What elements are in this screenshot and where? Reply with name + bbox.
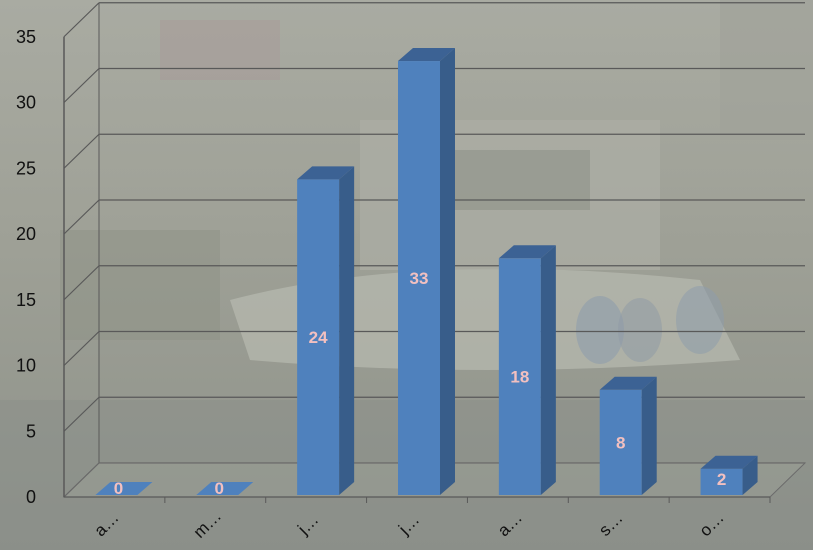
bar xyxy=(700,455,758,495)
data-label: 24 xyxy=(309,328,328,347)
bar xyxy=(95,482,153,495)
x-tick-label: a… xyxy=(494,508,526,540)
bar xyxy=(398,48,455,496)
bar xyxy=(297,166,355,495)
y-tick-label: 20 xyxy=(16,224,36,244)
gridline xyxy=(63,2,805,38)
y-tick-label: 0 xyxy=(26,487,36,507)
x-tick-label: j… xyxy=(394,510,423,539)
x-tick-label: m… xyxy=(190,506,225,541)
y-tick-label: 30 xyxy=(16,93,36,113)
data-label: 18 xyxy=(510,368,529,387)
x-tick-label: o… xyxy=(696,508,728,540)
y-tick-label: 25 xyxy=(16,158,36,178)
x-tick-label: j… xyxy=(293,510,322,539)
y-tick-label: 15 xyxy=(16,290,36,310)
bar xyxy=(599,376,657,495)
x-tick-label: s… xyxy=(595,508,626,539)
x-tick-label: a… xyxy=(90,508,122,540)
y-tick-label: 35 xyxy=(16,27,36,47)
y-tick-label: 10 xyxy=(16,356,36,376)
data-label: 2 xyxy=(717,470,726,489)
y-tick-label: 5 xyxy=(26,421,36,441)
bar xyxy=(498,245,556,495)
data-label: 8 xyxy=(616,433,625,452)
bar xyxy=(196,482,254,495)
data-label: 33 xyxy=(410,269,429,288)
data-label: 0 xyxy=(114,479,123,498)
data-label: 0 xyxy=(215,479,224,498)
